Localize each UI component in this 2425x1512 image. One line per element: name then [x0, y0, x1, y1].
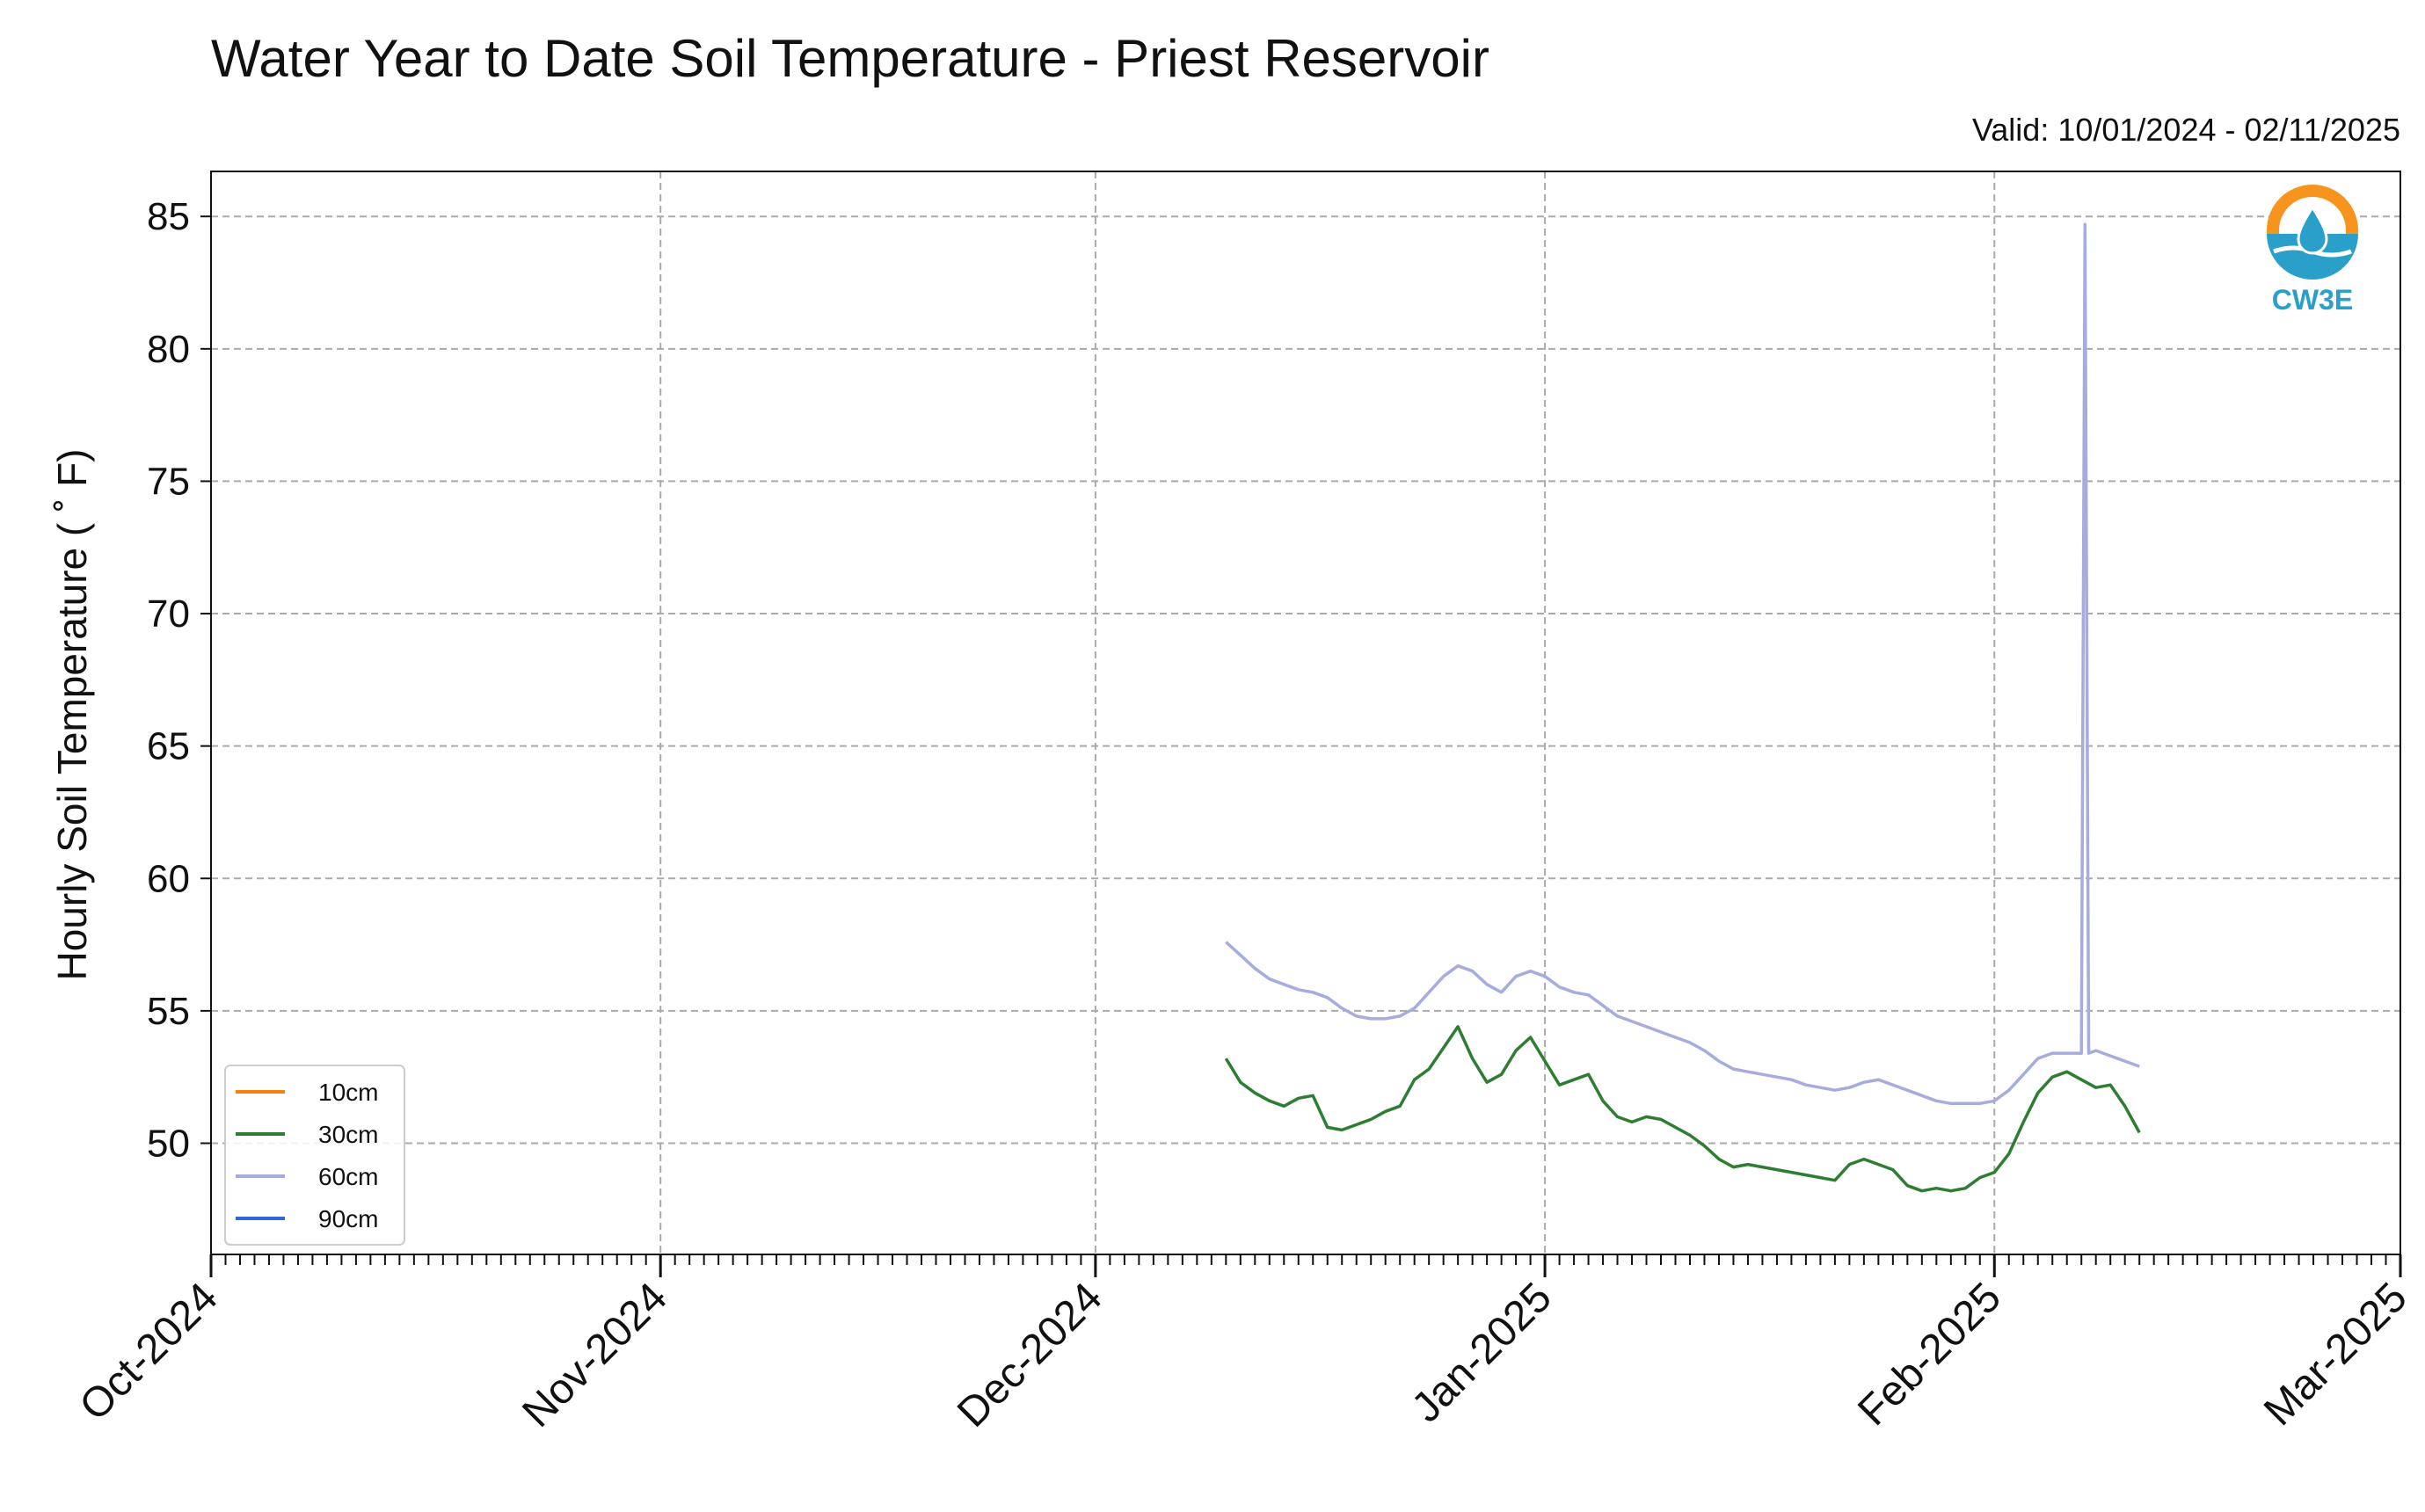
- y-axis: 50 55 60 65 70 75 80 85: [147, 195, 211, 1165]
- y-tick-label: 50: [147, 1122, 190, 1165]
- legend-label-60cm: 60cm: [318, 1163, 378, 1190]
- x-tick-label: Jan-2025: [1403, 1274, 1561, 1431]
- chart-title: Water Year to Date Soil Temperature - Pr…: [211, 29, 1489, 88]
- legend-box: [224, 1065, 405, 1246]
- y-tick-label: 80: [147, 328, 190, 371]
- x-tick-label: Mar-2025: [2255, 1274, 2416, 1435]
- y-tick-label: 70: [147, 592, 190, 636]
- series-lines: [1224, 222, 2141, 1193]
- logo-text: CW3E: [2272, 284, 2353, 316]
- y-tick-label: 85: [147, 195, 190, 238]
- y-tick-label: 65: [147, 725, 190, 768]
- x-tick-label: Nov-2024: [513, 1274, 676, 1436]
- series-line-60cm: [1225, 222, 2140, 1106]
- legend: 10cm 30cm 60cm 90cm: [224, 1065, 405, 1246]
- valid-date-range: Valid: 10/01/2024 - 02/11/2025: [1972, 112, 2400, 148]
- legend-label-90cm: 90cm: [318, 1205, 378, 1232]
- legend-label-10cm: 10cm: [318, 1079, 378, 1106]
- logo-water-icon: [2267, 234, 2358, 280]
- cw3e-logo: CW3E: [2267, 185, 2358, 316]
- x-axis: Oct-2024 Nov-2024 Dec-2024 Jan-2025 Feb-2025…: [71, 1254, 2416, 1436]
- x-tick-label: Oct-2024: [71, 1274, 227, 1429]
- grid-lines: [210, 171, 2401, 1254]
- y-tick-label: 55: [147, 990, 190, 1033]
- logo-drop-icon: [2297, 205, 2328, 255]
- plot-frame: [210, 171, 2401, 1255]
- x-tick-label: Dec-2024: [949, 1274, 1111, 1436]
- x-tick-label: Feb-2025: [1849, 1274, 2010, 1435]
- y-axis-label: Hourly Soil Temperature ( ˚ F): [49, 449, 95, 981]
- y-tick-label: 75: [147, 460, 190, 503]
- legend-label-30cm: 30cm: [318, 1121, 378, 1148]
- series-line-30cm: [1224, 1025, 2141, 1193]
- y-tick-label: 60: [147, 857, 190, 900]
